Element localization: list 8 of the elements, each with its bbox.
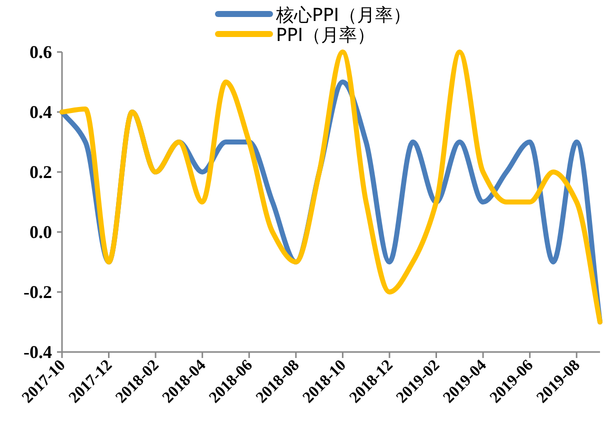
y-tick-label: 0.0 <box>30 222 52 242</box>
y-tick-label: -0.2 <box>24 282 52 302</box>
legend-label: PPI（月率） <box>276 25 376 46</box>
y-tick-label: 0.6 <box>30 42 52 62</box>
y-tick-label: 0.2 <box>30 162 52 182</box>
y-tick-label: 0.4 <box>30 102 52 122</box>
legend-label: 核心PPI（月率） <box>275 5 412 26</box>
y-tick-label: -0.4 <box>24 342 52 362</box>
